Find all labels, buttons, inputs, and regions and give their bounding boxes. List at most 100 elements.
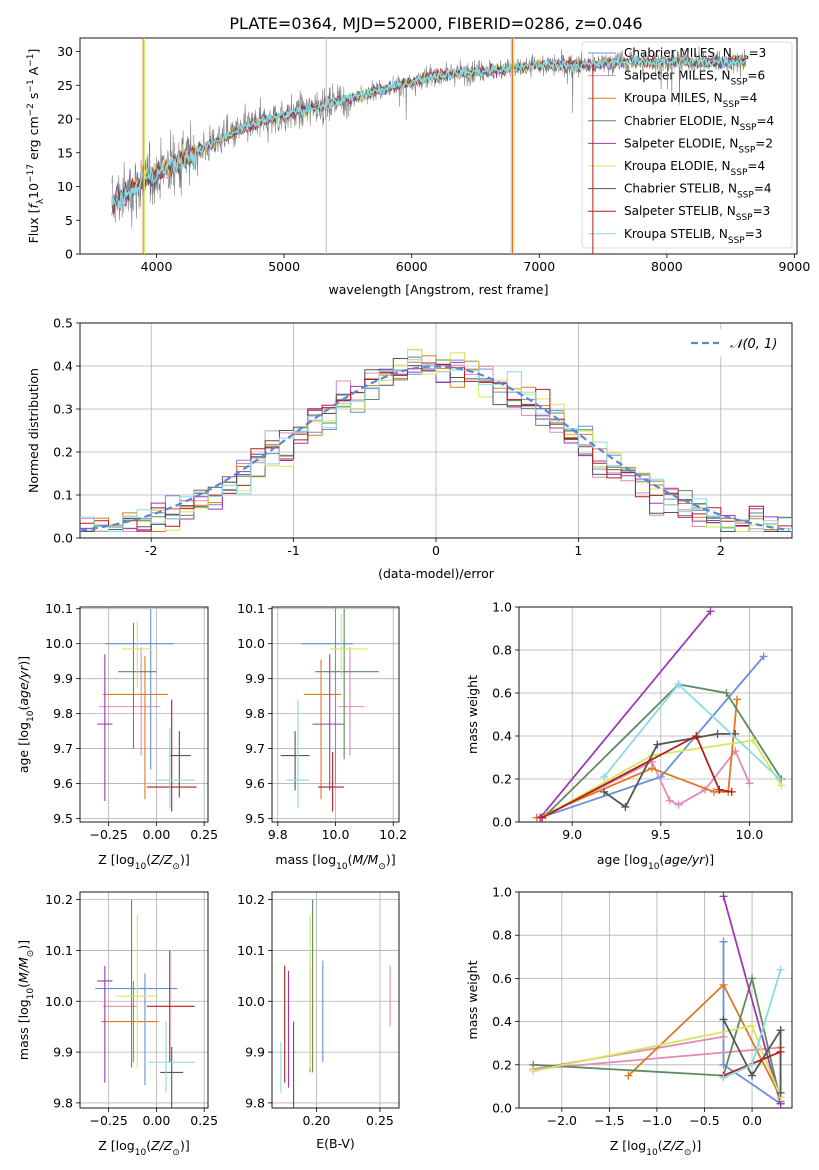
age-vs-mass-points xyxy=(280,608,379,812)
y-tick-label: 0.3 xyxy=(53,402,73,417)
y-tick-label: 15 xyxy=(57,145,73,160)
y-tick-label: 20 xyxy=(57,112,73,127)
legend-label: Salpeter MILES, NSSP=6 xyxy=(624,69,765,88)
y-tick-label: 9.9 xyxy=(245,1045,265,1060)
x-tick-label: 5000 xyxy=(268,259,300,274)
weight-marker xyxy=(647,764,656,773)
weight-series xyxy=(545,739,783,817)
weight-marker xyxy=(775,775,784,783)
x-tick-label: 0.0 xyxy=(742,1113,762,1128)
y-tick-label: 0.8 xyxy=(492,928,512,943)
y-tick-label: 10.0 xyxy=(237,994,265,1009)
legend-label: Kroupa MILES, NSSP=4 xyxy=(624,91,757,110)
y-tick-label: 10.1 xyxy=(45,943,73,958)
normal-reference-curve xyxy=(80,365,790,532)
weight-series xyxy=(540,655,765,819)
x-tick-label: 10.0 xyxy=(736,827,764,842)
x-tick-label: 10.2 xyxy=(379,827,407,842)
y-tick-label: 10.1 xyxy=(45,601,73,616)
weight-marker xyxy=(727,787,736,796)
y-tick-label: 10 xyxy=(57,179,73,194)
weight-marker xyxy=(665,796,674,805)
y-tick-label: 9.8 xyxy=(245,706,265,721)
x-tick-label: 0.25 xyxy=(190,827,218,842)
mass-weight-vs-age: 9.0 9.5 10.0 0.0 0.2 0.4 0.6 0.8 1.0 age [log10(a… xyxy=(465,600,793,872)
weight-marker xyxy=(776,1088,785,1097)
weight-marker xyxy=(529,1067,538,1076)
weight-marker xyxy=(722,689,731,697)
spectrum-axes: 4000 5000 6000 7000 8000 9000 0 5 10 15 20 25 30 wave… xyxy=(26,37,810,297)
age-vs-metallicity-points xyxy=(97,608,197,812)
x-tick-label: 10.0 xyxy=(322,827,350,842)
weight-series xyxy=(533,974,782,1102)
x-tick-label: 0 xyxy=(432,543,440,558)
weight-marker xyxy=(776,1047,785,1056)
y-tick-label: 0.2 xyxy=(53,445,73,460)
y-tick-label: 0.6 xyxy=(492,971,512,986)
y-tick-label: 9.8 xyxy=(245,1095,265,1110)
weight-marker xyxy=(733,695,742,704)
y-tick-label: 0.5 xyxy=(53,316,73,331)
model-spectrum xyxy=(111,54,747,210)
y-axis-label: mass weight xyxy=(465,675,480,754)
y-tick-label: 9.9 xyxy=(53,1045,73,1060)
weight-marker xyxy=(538,813,547,822)
y-tick-label: 0.1 xyxy=(53,488,73,503)
x-tick-label: 6000 xyxy=(396,259,428,274)
y-tick-label: 0.0 xyxy=(492,815,512,830)
y-tick-label: 9.6 xyxy=(53,776,73,791)
x-tick-label: 0.20 xyxy=(303,1113,331,1128)
x-tick-label: −1.0 xyxy=(642,1113,672,1128)
x-axis-label: wavelength [Angstrom, rest frame] xyxy=(328,282,548,297)
y-tick-label: 10.1 xyxy=(237,943,265,958)
x-axis-label: (data-model)/error xyxy=(378,566,495,581)
weight-marker xyxy=(719,1032,728,1041)
x-axis-label: Z [log10(Z/Z⊙)] xyxy=(610,1138,701,1158)
weight-marker xyxy=(600,787,609,796)
y-tick-label: 0.6 xyxy=(492,686,512,701)
y-tick-label: 10.0 xyxy=(45,994,73,1009)
legend-label: Chabrier ELODIE, NSSP=4 xyxy=(624,114,774,133)
x-axis-label: Z [log10(Z/Z⊙)] xyxy=(98,1138,189,1158)
legend-label: 𝒩(0, 1) xyxy=(730,337,777,352)
weight-marker xyxy=(776,1026,785,1035)
x-axis-label: age [log10(age/yr)] xyxy=(597,852,714,872)
weight-marker xyxy=(715,785,724,794)
y-tick-label: 5 xyxy=(65,213,73,228)
y-tick-label: 9.9 xyxy=(245,671,265,686)
y-tick-label: 10.2 xyxy=(45,892,73,907)
mass-vs-extinction: 0.20 0.25 9.8 9.9 10.0 10.1 10.2 E(B-V) xyxy=(237,891,400,1151)
weight-series xyxy=(536,699,738,819)
axes-frame xyxy=(79,891,209,1109)
age-vs-mass: 9.8 10.0 10.2 9.5 9.6 9.7 9.8 9.9 10.0 10.1 mass [… xyxy=(237,601,407,872)
weight-marker xyxy=(776,965,785,974)
residual-histogram xyxy=(80,360,792,532)
mass-weight-vs-age-lines xyxy=(532,607,786,822)
weight-series xyxy=(722,896,782,1104)
y-axis-label: Normed distribution xyxy=(26,368,41,493)
y-tick-label: 30 xyxy=(57,44,73,59)
weight-marker xyxy=(748,1060,757,1069)
y-tick-label: 9.9 xyxy=(53,671,73,686)
x-axis-label: mass [log10(M/M⊙)] xyxy=(275,852,395,872)
y-tick-label: 0.4 xyxy=(53,359,73,374)
weight-marker xyxy=(748,1021,757,1030)
y-tick-label: 10.2 xyxy=(237,892,265,907)
y-tick-label: 9.6 xyxy=(245,776,265,791)
x-tick-label: 1 xyxy=(574,543,582,558)
y-tick-label: 10.1 xyxy=(237,601,265,616)
weight-marker xyxy=(600,772,609,781)
x-tick-label: -2 xyxy=(145,543,157,558)
y-axis-label: age [log10(age/yr)] xyxy=(16,656,36,773)
weight-marker xyxy=(653,740,662,749)
y-axis-label: Flux [fλ10−17 erg cm−2 s−1 A−1] xyxy=(26,49,46,244)
x-tick-label: 0.00 xyxy=(142,1113,170,1128)
x-tick-label: 9.0 xyxy=(562,827,582,842)
y-tick-label: 1.0 xyxy=(492,885,512,900)
mass-vs-metallicity-points xyxy=(95,899,195,1108)
y-tick-label: 9.8 xyxy=(53,1095,73,1110)
residual-histogram xyxy=(80,359,792,532)
weight-marker xyxy=(713,729,722,738)
